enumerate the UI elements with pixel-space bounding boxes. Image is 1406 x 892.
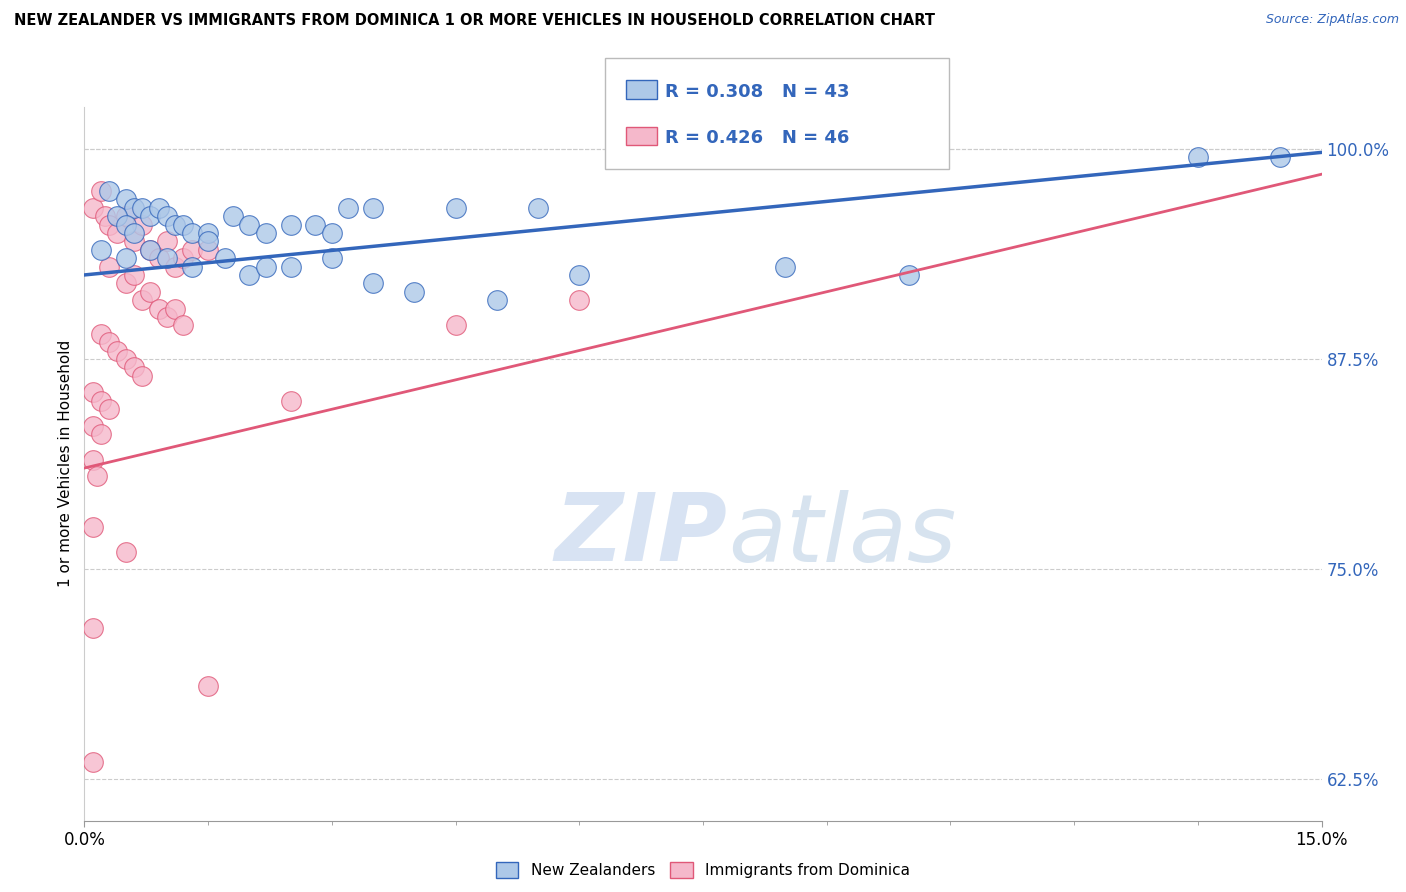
Point — [238, 268, 260, 282]
Point — [90, 243, 112, 257]
Point — [280, 218, 302, 232]
Point — [197, 226, 219, 240]
Point — [180, 260, 202, 274]
Point — [122, 201, 145, 215]
Point — [82, 755, 104, 769]
Point — [90, 184, 112, 198]
Point — [122, 268, 145, 282]
Point — [105, 343, 128, 358]
Point — [280, 393, 302, 408]
Point — [321, 251, 343, 265]
Point — [98, 218, 121, 232]
Point — [114, 209, 136, 223]
Point — [122, 226, 145, 240]
Point — [165, 218, 187, 232]
Text: atlas: atlas — [728, 490, 956, 581]
Text: R = 0.308   N = 43: R = 0.308 N = 43 — [665, 83, 849, 101]
Point — [156, 310, 179, 324]
Point — [304, 218, 326, 232]
Point — [527, 201, 550, 215]
Point — [122, 235, 145, 249]
Point — [139, 209, 162, 223]
Point — [568, 293, 591, 307]
Point — [197, 235, 219, 249]
Text: Source: ZipAtlas.com: Source: ZipAtlas.com — [1265, 13, 1399, 27]
Point — [197, 243, 219, 257]
Point — [82, 621, 104, 635]
Point — [105, 209, 128, 223]
Point — [1187, 150, 1209, 164]
Point — [131, 201, 153, 215]
Point — [82, 452, 104, 467]
Point — [156, 209, 179, 223]
Point — [361, 277, 384, 291]
Point — [139, 285, 162, 299]
Point — [98, 184, 121, 198]
Y-axis label: 1 or more Vehicles in Household: 1 or more Vehicles in Household — [58, 340, 73, 588]
Point — [172, 318, 194, 333]
Point — [222, 209, 245, 223]
Point — [485, 293, 508, 307]
Point — [131, 293, 153, 307]
Point — [114, 193, 136, 207]
Text: ZIP: ZIP — [555, 489, 728, 582]
Point — [122, 360, 145, 375]
Point — [98, 402, 121, 417]
Point — [114, 277, 136, 291]
Point — [98, 335, 121, 350]
Point — [1270, 150, 1292, 164]
Point — [404, 285, 426, 299]
Point — [90, 427, 112, 442]
Point — [172, 251, 194, 265]
Point — [165, 260, 187, 274]
Point — [254, 226, 277, 240]
Point — [131, 218, 153, 232]
Point — [197, 679, 219, 693]
Point — [131, 368, 153, 383]
Point — [321, 226, 343, 240]
Point — [148, 201, 170, 215]
Point — [280, 260, 302, 274]
Point — [238, 218, 260, 232]
Point — [444, 201, 467, 215]
Text: NEW ZEALANDER VS IMMIGRANTS FROM DOMINICA 1 OR MORE VEHICLES IN HOUSEHOLD CORREL: NEW ZEALANDER VS IMMIGRANTS FROM DOMINIC… — [14, 13, 935, 29]
Point — [254, 260, 277, 274]
Point — [82, 385, 104, 400]
Point — [180, 226, 202, 240]
Point — [86, 469, 108, 483]
Point — [214, 251, 236, 265]
Point — [156, 235, 179, 249]
Point — [139, 243, 162, 257]
Point — [94, 209, 117, 223]
Point — [105, 226, 128, 240]
Point — [775, 260, 797, 274]
Point — [82, 520, 104, 534]
Point — [898, 268, 921, 282]
Point — [444, 318, 467, 333]
Point — [82, 419, 104, 434]
Legend: New Zealanders, Immigrants from Dominica: New Zealanders, Immigrants from Dominica — [489, 856, 917, 884]
Point — [114, 251, 136, 265]
Point — [148, 301, 170, 316]
Point — [114, 351, 136, 366]
Point — [165, 301, 187, 316]
Point — [172, 218, 194, 232]
Point — [568, 268, 591, 282]
Point — [180, 243, 202, 257]
Point — [114, 545, 136, 559]
Point — [156, 251, 179, 265]
Point — [361, 201, 384, 215]
Point — [90, 393, 112, 408]
Point — [148, 251, 170, 265]
Text: R = 0.426   N = 46: R = 0.426 N = 46 — [665, 129, 849, 147]
Point — [90, 326, 112, 341]
Point — [114, 218, 136, 232]
Point — [139, 243, 162, 257]
Point — [98, 260, 121, 274]
Point — [337, 201, 360, 215]
Point — [82, 201, 104, 215]
